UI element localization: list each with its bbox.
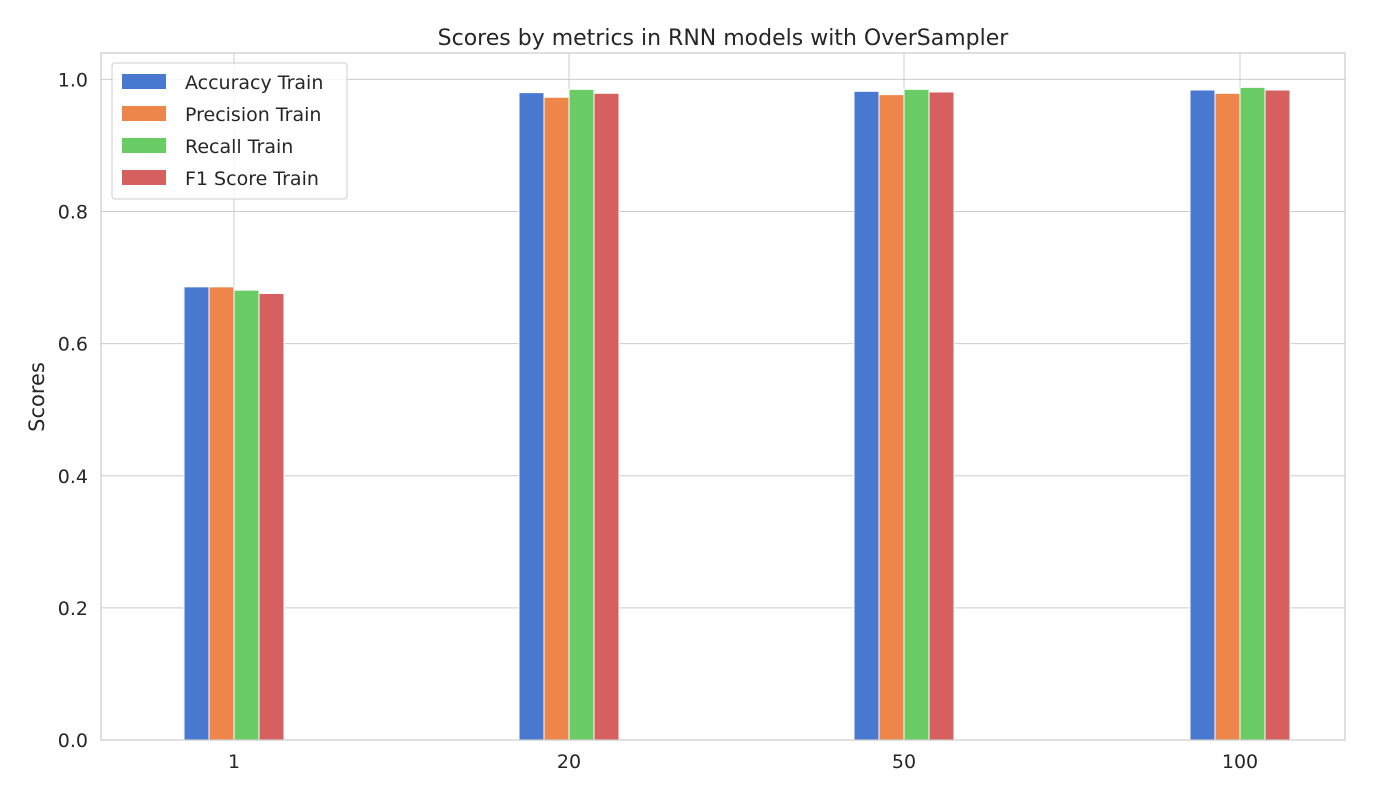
bar bbox=[543, 96, 570, 741]
y-tick-label: 1.0 bbox=[58, 69, 88, 91]
bar bbox=[518, 92, 545, 741]
bar bbox=[878, 94, 905, 741]
x-tick-label: 1 bbox=[228, 751, 240, 773]
x-tick-label: 50 bbox=[892, 751, 916, 773]
bar bbox=[1239, 86, 1266, 741]
bar bbox=[593, 92, 620, 741]
plot-frame bbox=[100, 52, 1346, 741]
legend: Accuracy Train Precision Train Recall Trai… bbox=[111, 62, 348, 200]
legend-swatch bbox=[122, 138, 166, 153]
legend-entries: Accuracy Train Precision Train Recall Trai… bbox=[122, 72, 323, 190]
y-tick-label: 0.0 bbox=[58, 730, 88, 752]
legend-label: Precision Train bbox=[185, 104, 321, 126]
bar bbox=[853, 90, 880, 741]
legend-box bbox=[111, 62, 348, 200]
legend-swatch bbox=[122, 74, 166, 89]
bar bbox=[208, 286, 235, 741]
x-tick-labels: 1 20 50 100 bbox=[228, 751, 1258, 773]
bar bbox=[233, 289, 260, 741]
bars bbox=[183, 86, 1291, 741]
y-tick-label: 0.6 bbox=[58, 334, 88, 356]
legend-swatch bbox=[122, 170, 166, 185]
chart-title: Scores by metrics in RNN models with Ove… bbox=[438, 26, 1010, 51]
y-tick-labels: 0.0 0.2 0.4 0.6 0.8 1.0 bbox=[58, 69, 88, 752]
y-axis-label: Scores bbox=[25, 362, 49, 432]
x-tick-label: 20 bbox=[557, 751, 581, 773]
bar bbox=[258, 292, 285, 741]
x-tick-label: 100 bbox=[1222, 751, 1258, 773]
legend-swatch bbox=[122, 106, 166, 121]
legend-label: Recall Train bbox=[185, 136, 293, 158]
bar bbox=[1214, 92, 1241, 741]
bar bbox=[928, 91, 955, 741]
bar bbox=[1264, 89, 1291, 741]
legend-label: F1 Score Train bbox=[185, 168, 319, 190]
y-tick-label: 0.2 bbox=[58, 598, 88, 620]
bar bbox=[183, 286, 210, 741]
legend-label: Accuracy Train bbox=[185, 72, 323, 94]
bar bbox=[903, 88, 930, 741]
y-tick-label: 0.8 bbox=[58, 202, 88, 224]
bar bbox=[568, 88, 595, 741]
y-tick-label: 0.4 bbox=[58, 466, 88, 488]
bar bbox=[1189, 89, 1216, 741]
